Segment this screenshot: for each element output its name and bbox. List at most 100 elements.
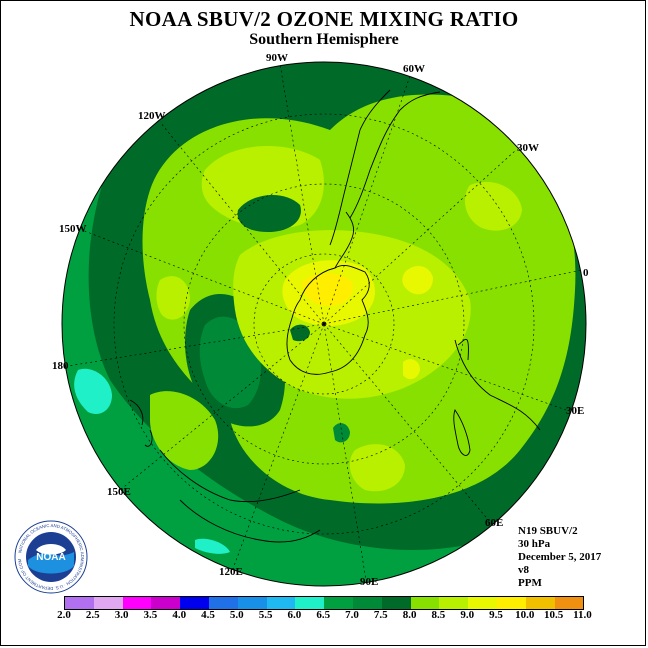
colorbar-tick-label: 7.5 [373, 609, 388, 621]
label-150w: 150W [59, 223, 87, 235]
meridian-180 [67, 323, 325, 367]
cyan-spot-bottom [195, 538, 230, 554]
info-version: v8 [518, 564, 529, 576]
yellow-spot-right [402, 266, 433, 295]
lat-circle-30 [113, 113, 535, 535]
colorbar-swatch [180, 597, 209, 609]
label-30w: 30W [517, 142, 539, 154]
colorbar-tick-label: 7.0 [345, 609, 359, 621]
info-units: PPM [518, 577, 542, 589]
bright-yellow-core [302, 273, 353, 306]
meridian-90w [279, 63, 325, 325]
africa-coast [454, 338, 541, 431]
lat-circle-70 [253, 253, 395, 395]
meridian-90e [323, 323, 367, 581]
map-boundary [61, 61, 587, 587]
new-zealand [129, 399, 153, 447]
colorbar-tick-label: 10.5 [543, 609, 564, 621]
info-level: 30 hPa [518, 538, 551, 550]
meridian-0 [323, 269, 583, 325]
colorbar-swatch [208, 597, 238, 609]
colorbar-tick-label: 3.0 [114, 609, 129, 621]
colorbar-swatch [496, 597, 526, 609]
colorbar-tick-label: 5.0 [229, 609, 244, 621]
page-title: NOAA SBUV/2 OZONE MIXING RATIO [129, 7, 519, 31]
colorbar-swatch [381, 597, 411, 609]
colorbar-tick-label: 4.5 [201, 609, 215, 621]
meridian-60w [323, 75, 411, 325]
colorbar [64, 596, 585, 610]
colorbar-tick-label: 8.5 [431, 609, 446, 621]
meridian-150e [119, 323, 325, 491]
colorbar-swatch [324, 597, 353, 609]
colorbar-tick-label: 10.0 [515, 609, 535, 621]
label-120w: 120W [138, 110, 166, 122]
label-30e: 30E [566, 405, 585, 417]
cyan-spot-left [74, 368, 112, 415]
colorbar-swatch [93, 597, 123, 609]
colorbar-swatch [352, 597, 382, 609]
page-subtitle: Southern Hemisphere [249, 31, 399, 48]
yellow-green-right [464, 181, 522, 231]
colorbar-tick-label: 2.5 [85, 609, 100, 621]
dark-spot-upper [237, 194, 301, 232]
colorbar-swatch [439, 597, 469, 609]
colorbar-swatch [295, 597, 325, 609]
light-green-lower-left [150, 391, 219, 470]
colorbar-swatch [410, 597, 440, 609]
graticule [67, 63, 583, 581]
meridian-120w [159, 121, 325, 325]
yellow-spot-low [403, 359, 420, 380]
colorbar-swatch [266, 597, 296, 609]
meridian-150w [81, 229, 325, 325]
colorbar-tick-label: 9.5 [489, 609, 503, 621]
lat-circle-50 [183, 183, 465, 465]
dark-spot-center [290, 324, 310, 342]
antarctic-peninsula [334, 211, 355, 269]
info-block: N19 SBUV/2 30 hPa December 5, 2017 v8 PP… [518, 525, 601, 590]
colorbar-swatch [237, 597, 267, 609]
colorbar-tick-label: 4.0 [172, 609, 187, 621]
colorbar-swatch [122, 597, 152, 609]
noaa-logo: NOAA NATIONAL OCEANIC AND ATMOSPHERIC AD… [14, 520, 88, 594]
colorbar-swatch [468, 597, 497, 609]
colorbar-tick-label: 6.0 [287, 609, 302, 621]
label-90e: 90E [360, 576, 379, 588]
meridian-30w [323, 149, 517, 325]
label-60w: 60W [403, 63, 425, 75]
colorbar-swatch [151, 597, 181, 609]
coastlines [129, 89, 541, 543]
label-0: 0 [583, 267, 589, 279]
colorbar-tick-label: 6.5 [316, 609, 331, 621]
label-60e: 60E [485, 517, 504, 529]
madagascar [453, 409, 471, 456]
colorbar-swatch [65, 597, 94, 609]
info-satellite: N19 SBUV/2 [518, 525, 578, 537]
south-america-coast [329, 89, 441, 246]
antarctica-coast [286, 265, 370, 375]
label-180: 180 [52, 360, 69, 372]
label-120e: 120E [219, 566, 243, 578]
label-90w: 90W [266, 52, 288, 64]
colorbar-tick-label: 5.5 [258, 609, 273, 621]
colorbar-tick-label: 8.0 [402, 609, 417, 621]
meridian-60e [323, 323, 491, 523]
colorbar-tick-label: 3.5 [143, 609, 158, 621]
australia-coast [159, 449, 321, 543]
colorbar-swatch [554, 597, 584, 609]
logo-text: NOAA [36, 552, 65, 563]
colorbar-tick-label: 2.0 [57, 609, 71, 621]
yellow-green-lower [349, 444, 405, 492]
label-150e: 150E [107, 486, 131, 498]
yellow-green-leftmid [156, 276, 190, 320]
pole-marker [321, 321, 327, 327]
colorbar-labels: 2.0 2.5 3.0 3.5 4.0 4.5 5.0 5.5 6.0 6.5 7.0 7.5 8.0 8… [0, 609, 648, 623]
colorbar-swatch [525, 597, 555, 609]
colorbar-tick-label: 9.0 [460, 609, 475, 621]
info-date: December 5, 2017 [518, 551, 602, 563]
colorbar-tick-label: 11.0 [573, 609, 592, 621]
meridian-120e [233, 323, 325, 567]
dark-spot-south [333, 423, 350, 443]
